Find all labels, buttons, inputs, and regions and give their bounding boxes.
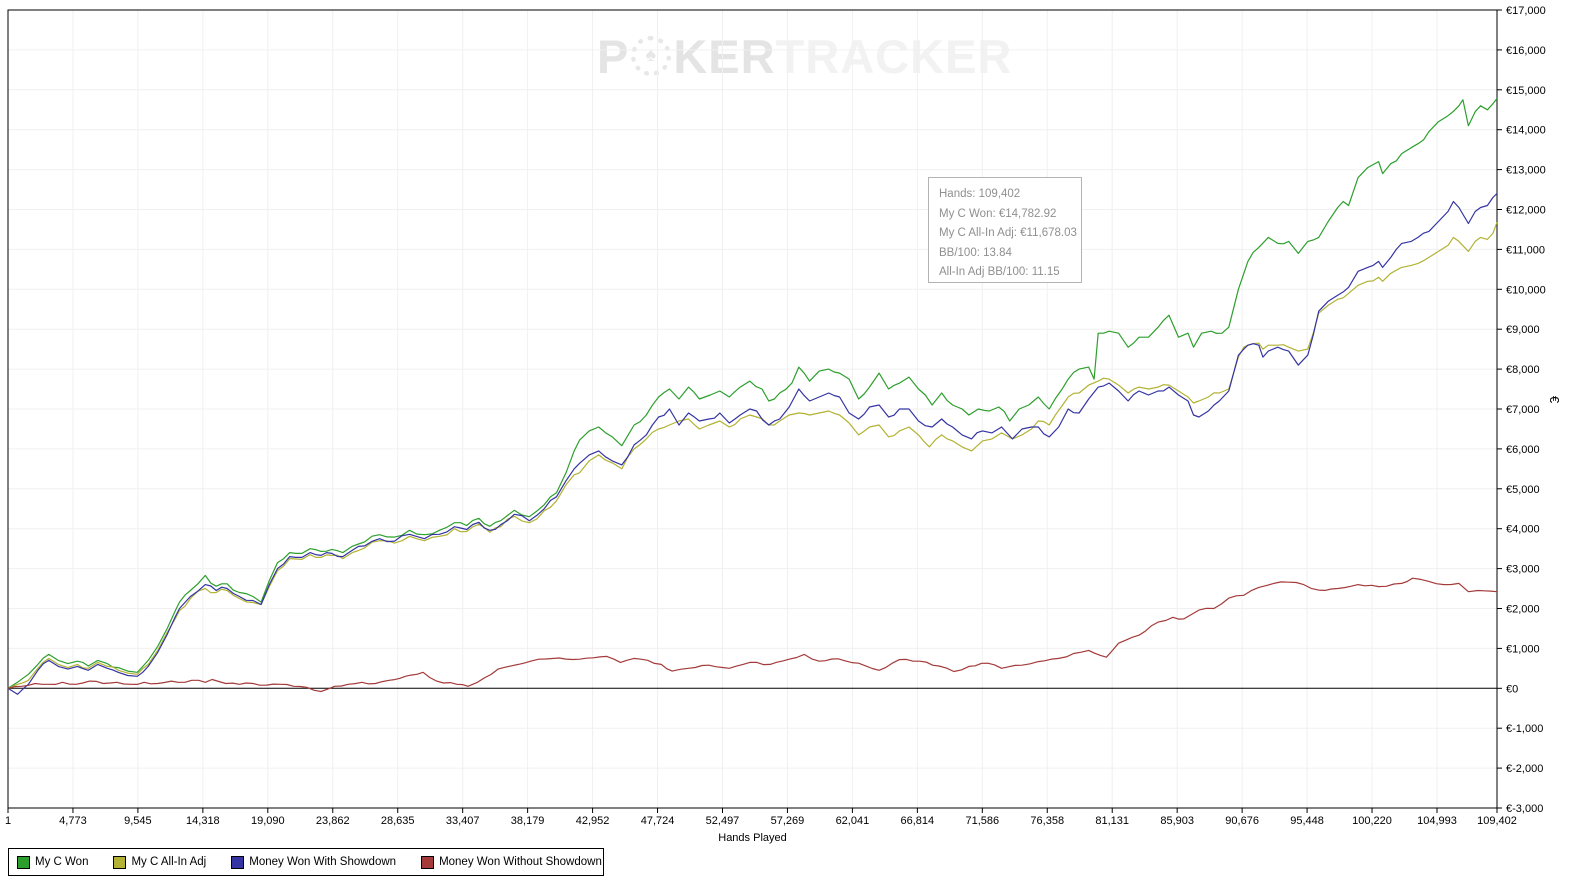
x-tick-label: 4,773: [59, 815, 87, 827]
y-axis-unit-label: €: [1547, 395, 1563, 404]
x-tick-label: 76,358: [1030, 815, 1064, 827]
y-tick-label: €9,000: [1506, 324, 1540, 336]
y-tick-label: €8,000: [1506, 364, 1540, 376]
x-tick-label: 81,131: [1095, 815, 1129, 827]
y-tick-label: €11,000: [1506, 244, 1545, 256]
series-line-my-c-all-in-adj: [7, 222, 1498, 689]
y-tick-label: €17,000: [1506, 5, 1546, 17]
y-tick-label: €15,000: [1506, 85, 1546, 97]
y-tick-label: €5,000: [1506, 484, 1540, 496]
x-tick-label: 28,635: [381, 815, 415, 827]
legend-label: Money Won Without Showdown: [439, 856, 602, 868]
x-tick-label: 33,407: [446, 815, 480, 827]
x-tick-label: 42,952: [576, 815, 610, 827]
y-tick-label: €-2,000: [1506, 763, 1543, 775]
watermark-text-tracker: TRACKER: [775, 29, 1013, 83]
x-tick-label: 47,724: [641, 815, 675, 827]
x-tick-label: 66,814: [901, 815, 935, 827]
tooltip-my-c-all-in-adj: My C All-In Adj: €11,678.03: [939, 227, 1077, 240]
legend-swatch-blue: [231, 855, 245, 869]
y-tick-label: €2,000: [1506, 604, 1540, 616]
y-tick-label: €12,000: [1506, 205, 1546, 217]
x-tick-label: 23,862: [316, 815, 350, 827]
y-tick-label: €4,000: [1506, 524, 1540, 536]
x-axis-title: Hands Played: [718, 832, 787, 844]
legend-swatch-red: [421, 855, 435, 869]
y-tick-label: €0: [1506, 683, 1518, 695]
x-tick-label: 19,090: [251, 815, 285, 827]
x-tick-label: 104,993: [1417, 815, 1457, 827]
watermark-text-ker: KER: [673, 29, 776, 83]
tooltip-hands: Hands: 109,402: [939, 188, 1021, 200]
hover-tooltip: Hands: 109,402 My C Won: €14,782.92 My C…: [928, 177, 1082, 283]
x-tick-label: 109,402: [1477, 815, 1517, 827]
y-tick-label: €1,000: [1506, 643, 1540, 655]
legend-label: Money Won With Showdown: [249, 856, 397, 868]
x-tick-label: 52,497: [706, 815, 740, 827]
legend-swatch-green: [17, 855, 30, 869]
y-tick-label: €6,000: [1506, 444, 1540, 456]
x-tick-label: 62,041: [836, 815, 870, 827]
series-line-my-c-won: [7, 98, 1498, 689]
y-tick-label: €3,000: [1506, 564, 1540, 576]
legend-label: My C All-In Adj: [131, 856, 207, 868]
legend-item-money-won-with-showdown: Money Won With Showdown: [231, 855, 397, 869]
x-tick-label: 85,903: [1160, 815, 1194, 827]
legend-label: My C Won: [35, 856, 89, 868]
x-tick-label: 14,318: [186, 815, 220, 827]
x-tick-label: 95,448: [1290, 815, 1324, 827]
series-line-money-won-without-showdown: [7, 577, 1498, 693]
y-tick-label: €13,000: [1506, 165, 1546, 177]
x-tick-label: 71,586: [965, 815, 999, 827]
tooltip-bb-100: BB/100: 13.84: [939, 246, 1012, 259]
legend-item-my-c-all-in-adj: My C All-In Adj: [113, 855, 207, 869]
legend-item-money-won-without-showdown: Money Won Without Showdown: [421, 855, 602, 869]
y-tick-label: €-1,000: [1506, 723, 1543, 735]
x-tick-label: 1: [5, 815, 11, 827]
pokertracker-watermark: P ♠ KER TRACKER: [597, 29, 1013, 83]
tooltip-all-in-adj-bb-100: All-In Adj BB/100: 11.15: [939, 266, 1060, 279]
watermark-text-p: P: [597, 29, 630, 83]
y-tick-label: €14,000: [1506, 125, 1546, 137]
y-tick-label: €7,000: [1506, 404, 1540, 416]
x-tick-label: 38,179: [511, 815, 545, 827]
chart-legend: My C Won My C All-In Adj Money Won With …: [8, 848, 604, 876]
x-tick-label: 100,220: [1352, 815, 1392, 827]
legend-swatch-olive: [113, 855, 127, 869]
series-line-money-won-with-showdown: [7, 193, 1498, 695]
spade-icon: ♠: [645, 44, 658, 67]
tooltip-my-c-won: My C Won: €14,782.92: [939, 207, 1057, 220]
x-tick-label: 9,545: [124, 815, 152, 827]
y-tick-label: €16,000: [1506, 45, 1546, 57]
legend-item-my-c-won: My C Won: [17, 855, 89, 869]
y-tick-label: €-3,000: [1506, 803, 1543, 815]
y-tick-label: €10,000: [1506, 284, 1546, 296]
x-tick-label: 90,676: [1225, 815, 1259, 827]
poker-chip-icon: ♠: [631, 36, 672, 76]
x-tick-label: 57,269: [771, 815, 805, 827]
